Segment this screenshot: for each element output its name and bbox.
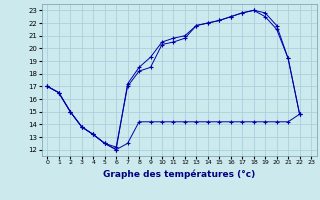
X-axis label: Graphe des températures (°c): Graphe des températures (°c) (103, 169, 255, 179)
